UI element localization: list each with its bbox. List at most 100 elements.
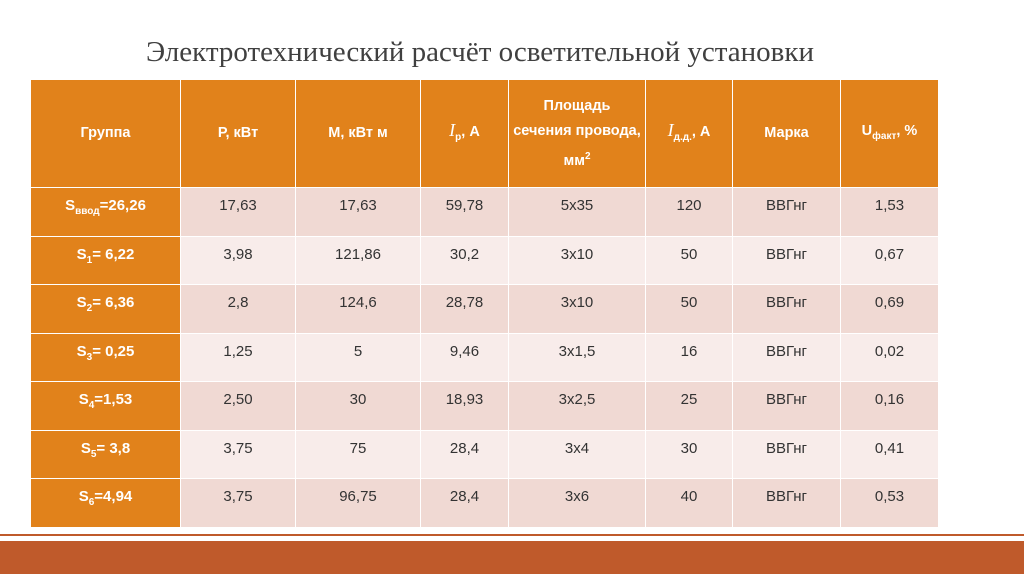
- table-cell: ВВГнг: [732, 429, 841, 479]
- group-cell: S6=4,94: [30, 478, 181, 528]
- cell-text: I: [667, 119, 674, 140]
- cell-text: 120: [676, 197, 702, 214]
- table-cell: 3,75: [180, 429, 296, 479]
- cell-text: 3х2,5: [558, 391, 596, 408]
- subscript: 5: [90, 448, 97, 460]
- subscript: 6: [88, 497, 95, 508]
- table-row: S4=1,53 2,50 30 18,93 3х2,5 25 ВВГнг 0,16: [30, 381, 939, 431]
- table-cell: 0,16: [840, 381, 939, 431]
- cell-text: 0,41: [874, 439, 905, 457]
- cell-text: 59,78: [445, 197, 484, 214]
- table-cell: 3х6: [508, 478, 646, 528]
- cell-text: 16: [680, 342, 698, 360]
- cell-text: 3,75: [223, 439, 253, 457]
- table-cell: 2,50: [180, 381, 296, 431]
- cell-text: S: [80, 439, 91, 457]
- table-cell: 3х4: [508, 429, 646, 479]
- cell-text: 3х6: [564, 488, 590, 505]
- cell-text: = 6,22: [92, 245, 135, 263]
- table-cell: 120: [645, 187, 733, 237]
- header-cell: Р, кВт: [180, 79, 296, 188]
- cell-text: 28,4: [449, 488, 480, 505]
- table-cell: 0,67: [840, 235, 939, 285]
- cell-text: 3,75: [223, 488, 253, 505]
- table-cell: 9,46: [420, 332, 509, 382]
- header-cell: Группа: [30, 79, 181, 188]
- cell-text: 25: [680, 391, 698, 408]
- cell-text: S: [78, 391, 89, 408]
- cell-text: 30: [680, 439, 698, 457]
- table-cell: 3х1,5: [508, 332, 646, 382]
- subscript: 2: [86, 303, 93, 314]
- footer-bar: [0, 541, 1024, 574]
- group-cell: Sввод=26,26: [30, 187, 181, 237]
- cell-text: =4,94: [94, 488, 133, 505]
- table-cell: ВВГнг: [732, 284, 841, 334]
- group-cell: S3= 0,25: [30, 332, 181, 382]
- cell-text: 3х1,5: [558, 342, 596, 360]
- table-cell: 16: [645, 332, 733, 382]
- cell-text: Марка: [764, 125, 809, 141]
- table-cell: ВВГнг: [732, 235, 841, 285]
- cell-text: 96,75: [339, 488, 377, 505]
- cell-text: 18,93: [445, 391, 484, 408]
- cell-text: 3х10: [560, 245, 594, 263]
- table-cell: ВВГнг: [732, 478, 841, 528]
- cell-text: S: [78, 488, 89, 505]
- subscript: 3: [86, 351, 93, 363]
- table-cell: 28,4: [420, 429, 509, 479]
- table-row: S1= 6,22 3,98 121,86 30,2 3х10 50 ВВГнг 0,67: [30, 235, 939, 285]
- table-cell: 2,8: [180, 284, 296, 334]
- subscript: р: [455, 131, 462, 143]
- cell-text: S: [76, 342, 87, 360]
- table-cell: 124,6: [295, 284, 421, 334]
- subscript: факт: [872, 130, 897, 142]
- cell-text: 75: [349, 439, 367, 457]
- slide-title: Электротехнический расчёт осветительной …: [146, 36, 814, 68]
- subscript: д.д.: [673, 131, 692, 143]
- table-cell: 30,2: [420, 235, 509, 285]
- cell-text: 17,63: [339, 197, 377, 214]
- header-cell: Iр, А: [420, 79, 509, 188]
- table-cell: 30: [645, 429, 733, 479]
- cell-text: =1,53: [94, 391, 133, 408]
- cell-text: 3,98: [223, 245, 253, 263]
- table-cell: 96,75: [295, 478, 421, 528]
- cell-text: ВВГнг: [765, 245, 808, 263]
- table-cell: 0,53: [840, 478, 939, 528]
- table-row: Sввод=26,26 17,63 17,63 59,78 5х35 120 ВВГнг 1,…: [30, 187, 939, 237]
- group-cell: S5= 3,8: [30, 429, 181, 479]
- table-cell: ВВГнг: [732, 332, 841, 382]
- cell-text: 0,16: [874, 391, 905, 408]
- header-cell: Марка: [732, 79, 841, 188]
- table-cell: 3х2,5: [508, 381, 646, 431]
- table-cell: 3х10: [508, 284, 646, 334]
- cell-text: S: [76, 294, 87, 311]
- header-cell: Uфакт, %: [840, 79, 939, 188]
- table-cell: 50: [645, 284, 733, 334]
- cell-text: 50: [680, 245, 698, 263]
- cell-text: 17,63: [219, 197, 257, 214]
- table-cell: 28,4: [420, 478, 509, 528]
- cell-text: , А: [461, 123, 480, 140]
- subscript: 1: [86, 254, 93, 266]
- cell-text: = 6,36: [92, 294, 135, 311]
- table-cell: 75: [295, 429, 421, 479]
- table-cell: 59,78: [420, 187, 509, 237]
- group-cell: S4=1,53: [30, 381, 181, 431]
- header-cell: Площадь сечения провода, мм2: [508, 79, 646, 188]
- table-cell: 3,98: [180, 235, 296, 285]
- cell-text: 30,2: [449, 245, 480, 263]
- cell-text: ВВГнг: [765, 391, 808, 408]
- table-cell: 28,78: [420, 284, 509, 334]
- cell-text: 3х10: [560, 294, 594, 311]
- cell-text: Группа: [80, 125, 131, 141]
- footer-line: [0, 534, 1024, 536]
- table-cell: 1,53: [840, 187, 939, 237]
- cell-text: Р, кВт: [217, 125, 259, 141]
- table-cell: 0,02: [840, 332, 939, 382]
- cell-text: ВВГнг: [765, 488, 808, 505]
- cell-text: , А: [691, 123, 711, 140]
- table-row: S3= 0,25 1,25 5 9,46 3х1,5 16 ВВГнг 0,02: [30, 332, 939, 382]
